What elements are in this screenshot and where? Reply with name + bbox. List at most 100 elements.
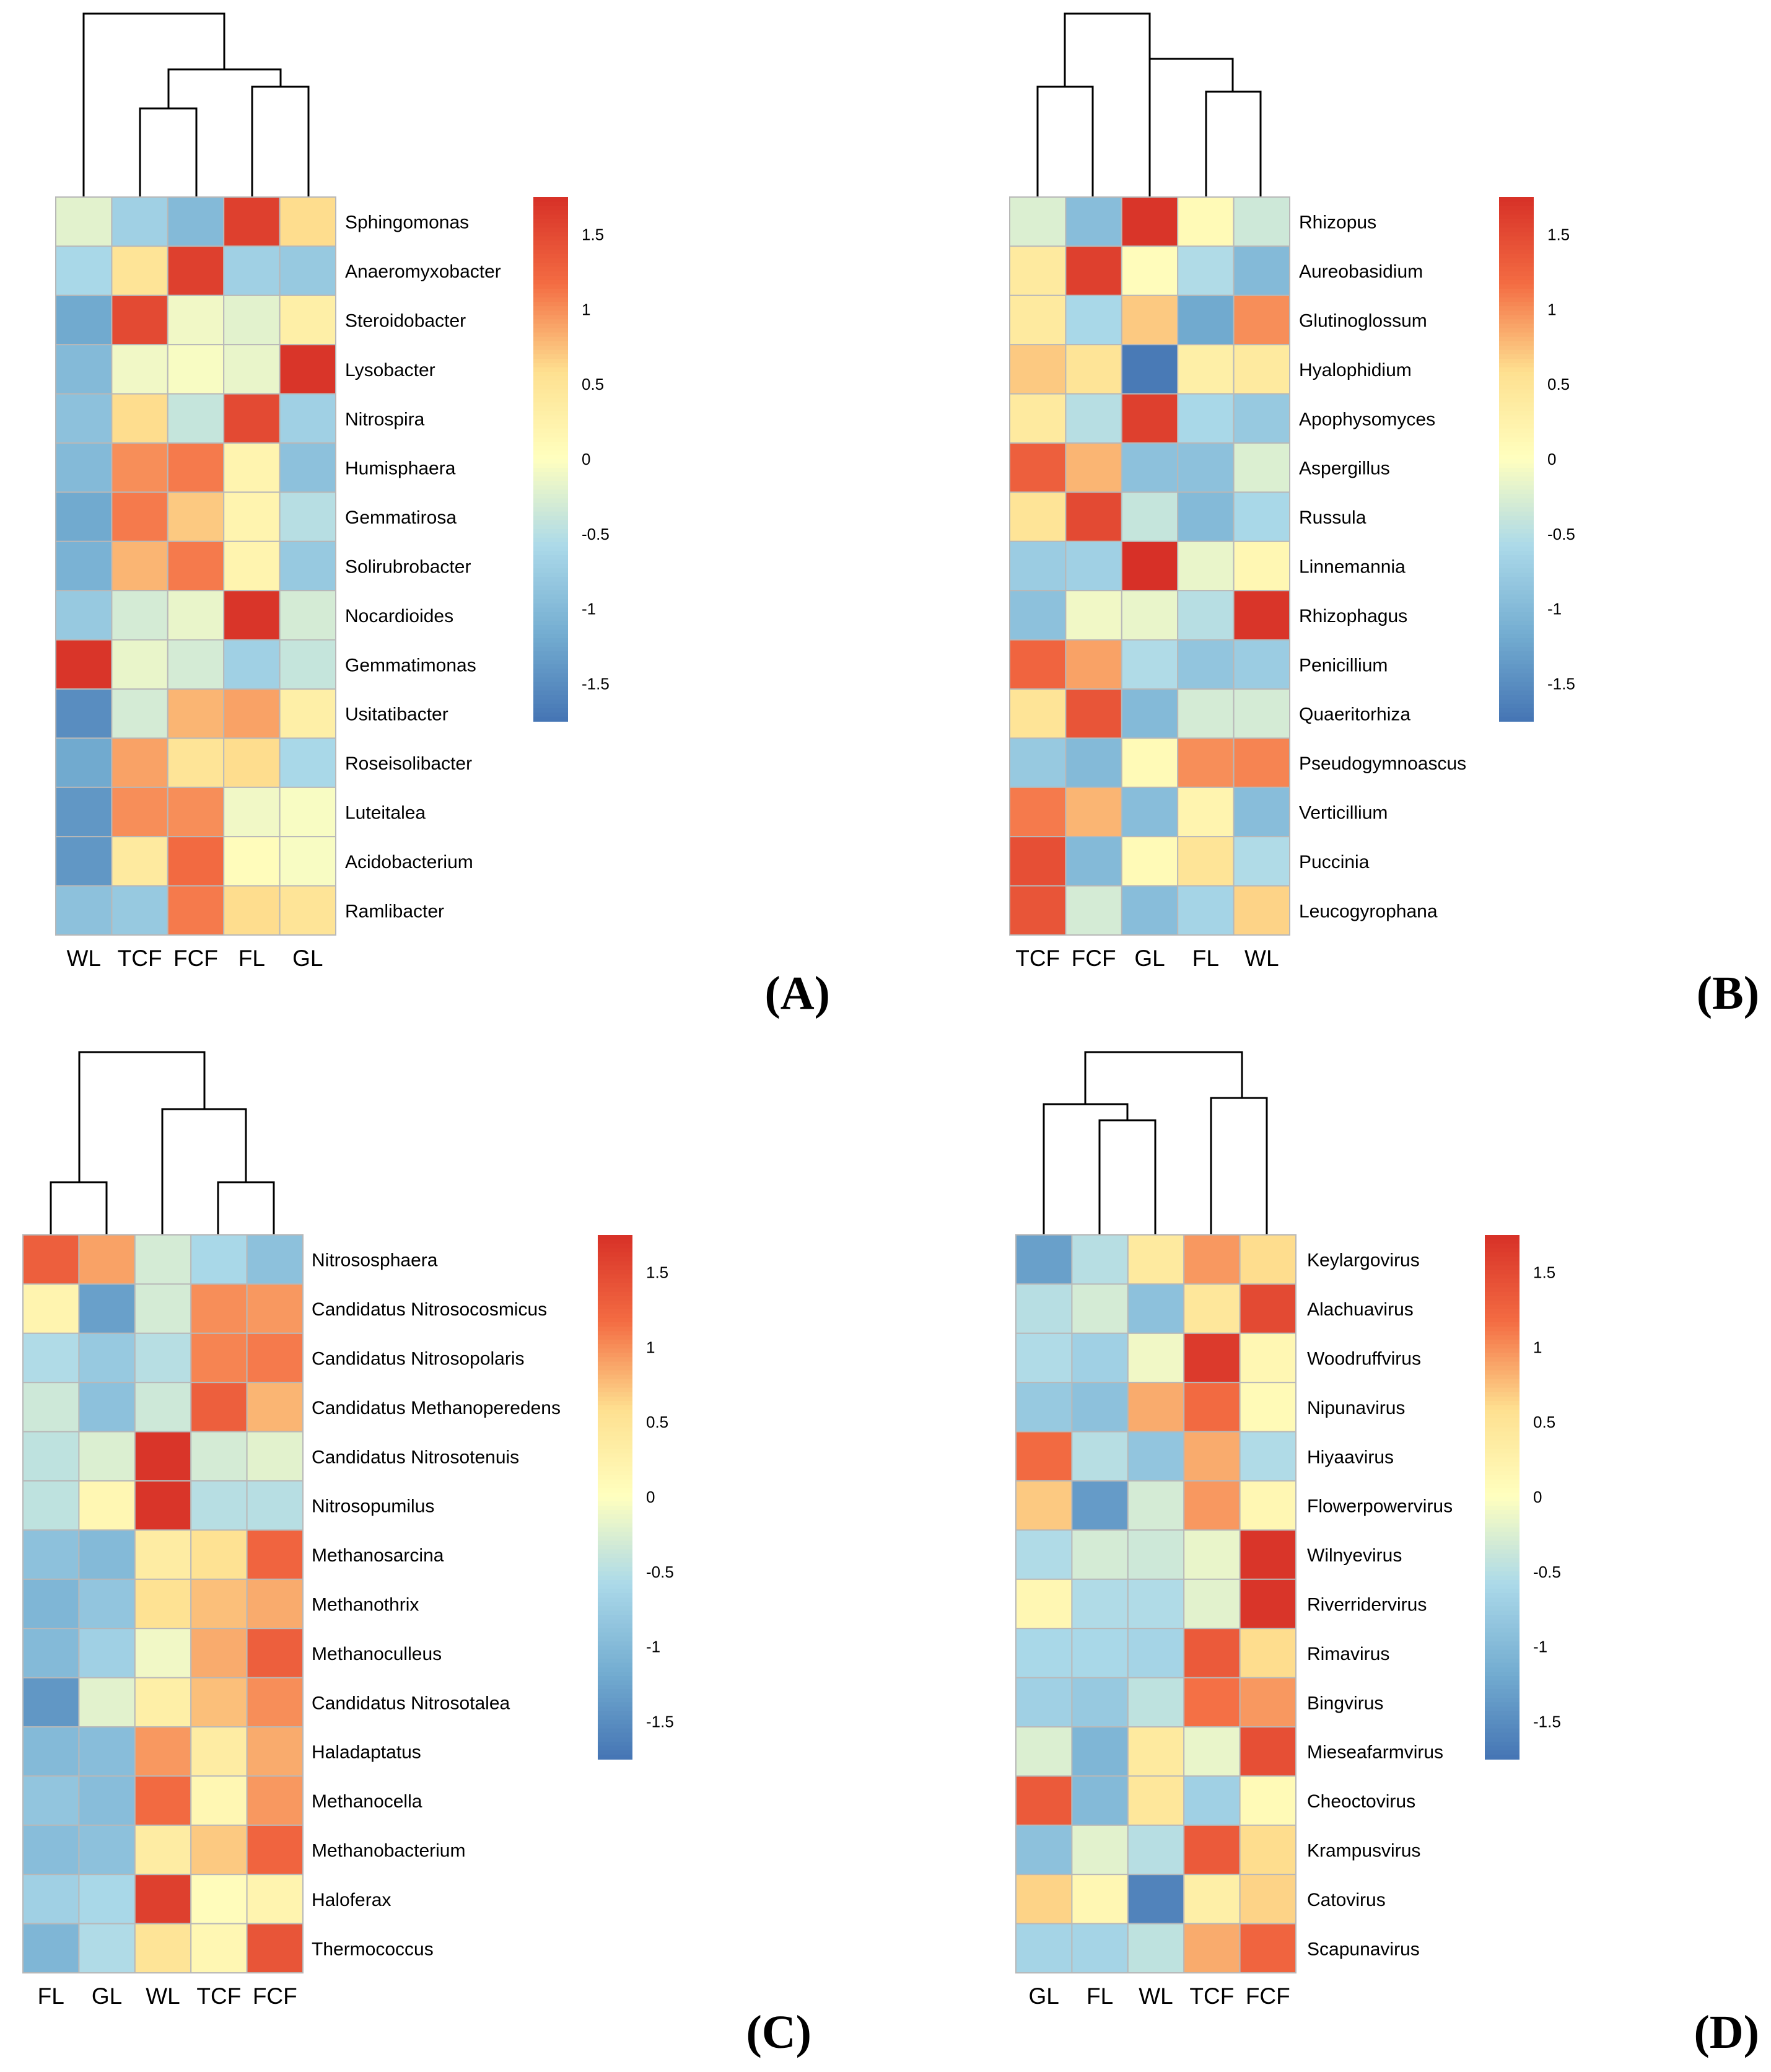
colorbar-segment xyxy=(1499,533,1534,538)
colorbar-segment xyxy=(1499,708,1534,713)
colorbar-segment xyxy=(1499,219,1534,224)
heatmap-cell xyxy=(1071,1529,1129,1580)
colorbar-segment xyxy=(1499,564,1534,569)
heatmap-cell xyxy=(1239,1431,1297,1482)
row-label: Hiyaavirus xyxy=(1307,1447,1394,1467)
heatmap-cell xyxy=(111,294,168,346)
row-labels: Sphingomonas Anaeromyxobacter Steroidobact… xyxy=(345,213,501,922)
column-label: TCF xyxy=(118,946,162,971)
colorbar-segment xyxy=(1485,1649,1520,1655)
heatmap-cell xyxy=(55,540,113,592)
colorbar-segment xyxy=(1485,1400,1520,1406)
heatmap-cell xyxy=(279,393,337,444)
heatmap-cell xyxy=(1239,1824,1297,1876)
colorbar-segment xyxy=(533,319,568,325)
colorbar-segment xyxy=(598,1353,632,1358)
colorbar-segment xyxy=(598,1283,632,1288)
colorbar-segment xyxy=(598,1724,632,1729)
colorbar-segment xyxy=(533,695,568,700)
colorbar-segment xyxy=(533,284,568,289)
colorbar-segment xyxy=(533,547,568,551)
heatmap-cell xyxy=(1239,1529,1297,1580)
colorbar-segment xyxy=(1485,1252,1520,1258)
heatmap-cell xyxy=(1009,196,1067,247)
heatmap-cell xyxy=(1071,1480,1129,1531)
colorbar-segment xyxy=(533,323,568,329)
row-label: Haloferax xyxy=(312,1890,391,1910)
colorbar-segment xyxy=(1485,1304,1520,1310)
colorbar-segment xyxy=(1485,1357,1520,1363)
heatmap-cell xyxy=(1183,1332,1241,1384)
colorbar-segment xyxy=(1499,240,1534,246)
colorbar-segment xyxy=(533,468,568,473)
row-label: Aspergillus xyxy=(1299,459,1390,479)
colorbar-segment xyxy=(1485,1405,1520,1410)
heatmap-cell xyxy=(111,491,168,542)
heatmap-cell xyxy=(167,590,225,641)
colorbar-segment xyxy=(533,620,568,626)
colorbar-segment xyxy=(1499,599,1534,604)
row-labels: Rhizopus Aureobasidium Glutinoglossum Hyalo… xyxy=(1299,213,1466,922)
heatmap-cell xyxy=(78,1726,136,1777)
colorbar-segment xyxy=(1499,206,1534,211)
heatmap-cell xyxy=(111,688,168,739)
heatmap-cell xyxy=(78,1332,136,1384)
row-label: Linnemannia xyxy=(1299,557,1406,577)
colorbar-segment xyxy=(1485,1636,1520,1642)
colorbar-segment xyxy=(533,372,568,377)
colorbar-segment xyxy=(1499,454,1534,460)
heatmap-cell xyxy=(1233,294,1290,346)
colorbar-segment xyxy=(598,1331,632,1336)
colorbar-segment xyxy=(1499,537,1534,543)
colorbar-segment xyxy=(533,201,568,206)
column-label: FL xyxy=(1192,946,1219,971)
heatmap-cell xyxy=(246,1283,304,1334)
heatmap-cell xyxy=(1015,1431,1073,1482)
heatmap-cell xyxy=(223,836,281,887)
row-label: Solirubrobacter xyxy=(345,557,471,577)
colorbar-segment xyxy=(1499,258,1534,263)
colorbar: 1.5 1 0.5 0 -0.5 -1 -1.5 xyxy=(1499,197,1575,722)
colorbar-segment xyxy=(1485,1693,1520,1699)
row-label: Puccinia xyxy=(1299,852,1370,872)
heatmap-cell xyxy=(1239,1332,1297,1384)
colorbar-segment xyxy=(1485,1348,1520,1354)
heatmap-cell xyxy=(134,1431,192,1482)
colorbar-segment xyxy=(533,437,568,442)
heatmap-cell xyxy=(190,1628,248,1679)
colorbar-segment xyxy=(533,227,568,233)
colorbar-segment xyxy=(1499,297,1534,302)
heatmap-cells xyxy=(55,196,337,936)
colorbar-segment xyxy=(1485,1313,1520,1319)
colorbar-segment xyxy=(533,594,568,600)
heatmap-cell xyxy=(22,1529,80,1580)
colorbar-segment xyxy=(1499,319,1534,325)
heatmap-cell xyxy=(1127,1382,1185,1433)
colorbar-segment xyxy=(1485,1410,1520,1415)
colorbar-segment xyxy=(1499,616,1534,621)
heatmap-cell xyxy=(167,245,225,296)
colorbar-tick-label: -0.5 xyxy=(1533,1563,1561,1581)
colorbar-segment xyxy=(598,1453,632,1459)
heatmap-cells xyxy=(1015,1234,1297,1974)
heatmap-cell xyxy=(167,491,225,542)
heatmap-cell xyxy=(78,1923,136,1974)
colorbar-segment xyxy=(533,266,568,272)
colorbar-segment xyxy=(1485,1702,1520,1708)
colorbar-segment xyxy=(533,253,568,259)
heatmap-cell xyxy=(1015,1874,1073,1925)
colorbar-segment xyxy=(1499,489,1534,495)
colorbar-segment xyxy=(1499,266,1534,272)
heatmap-cell xyxy=(190,1283,248,1334)
colorbar-segment xyxy=(1485,1610,1520,1616)
heatmap-cell xyxy=(190,1923,248,1974)
heatmap-cell xyxy=(1239,1677,1297,1728)
heatmap-cell xyxy=(1121,737,1179,788)
colorbar-segment xyxy=(533,306,568,312)
row-label: Leucogyrophana xyxy=(1299,901,1438,921)
colorbar-segment xyxy=(1499,690,1534,696)
heatmap-cell xyxy=(1127,1923,1185,1974)
heatmap-cell xyxy=(223,885,281,936)
row-label: Haladaptatus xyxy=(312,1742,421,1763)
colorbar-segment xyxy=(1485,1265,1520,1271)
